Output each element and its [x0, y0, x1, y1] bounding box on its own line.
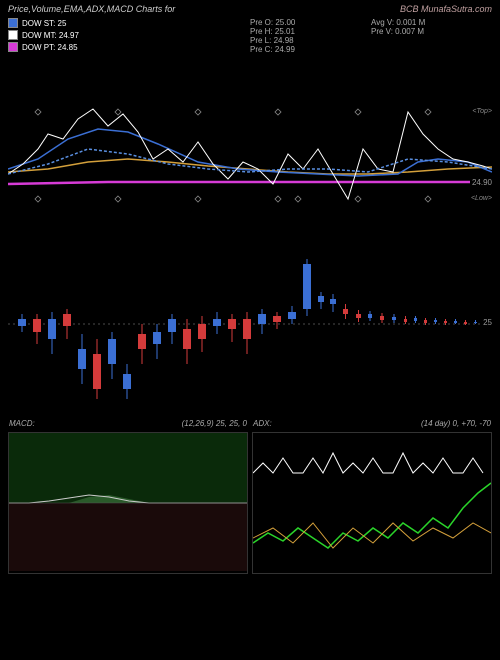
legend-swatch — [8, 42, 18, 52]
price-ema-chart: 24.90 <Top> <Low> — [8, 54, 492, 214]
legend-swatch — [8, 18, 18, 28]
stat: Avg V: 0.001 M — [371, 18, 492, 27]
chart-header: Price,Volume,EMA,ADX,MACD Charts for BCB… — [0, 0, 500, 18]
candle-axis-label: 25 — [481, 318, 494, 327]
macd-label: MACD: — [9, 419, 35, 428]
macd-params: (12,26,9) 25, 25, 0 — [182, 419, 247, 428]
info-row: DOW ST: 25 DOW MT: 24.97 DOW PT: 24.85 Pre… — [0, 18, 500, 54]
candlestick-chart: 25 — [8, 224, 492, 424]
stats-col1: Pre O: 25.00Pre H: 25.01Pre L: 24.98Pre … — [250, 18, 371, 54]
legend-swatch — [8, 30, 18, 40]
adx-chart: ADX: (14 day) 0, +70, -70 — [252, 432, 492, 574]
legend-label: DOW MT: 24.97 — [22, 31, 79, 40]
macd-chart: MACD: (12,26,9) 25, 25, 0 — [8, 432, 248, 574]
legend-item: DOW PT: 24.85 — [8, 42, 250, 52]
legend-label: DOW ST: 25 — [22, 19, 66, 28]
stats: Pre O: 25.00Pre H: 25.01Pre L: 24.98Pre … — [250, 18, 492, 54]
legend: DOW ST: 25 DOW MT: 24.97 DOW PT: 24.85 — [8, 18, 250, 54]
stat: Pre H: 25.01 — [250, 27, 371, 36]
stat: Pre L: 24.98 — [250, 36, 371, 45]
price-axis-label: 24.90 — [470, 178, 494, 187]
title-left: Price,Volume,EMA,ADX,MACD Charts for — [8, 4, 175, 14]
stat: Pre O: 25.00 — [250, 18, 371, 27]
side-top: <Top> — [472, 108, 492, 115]
side-bot: <Low> — [471, 195, 492, 202]
stats-col2: Avg V: 0.001 MPre V: 0.007 M — [371, 18, 492, 54]
legend-item: DOW MT: 24.97 — [8, 30, 250, 40]
title-right: BCB MunafaSutra.com — [400, 4, 492, 14]
adx-params: (14 day) 0, +70, -70 — [421, 419, 491, 428]
legend-item: DOW ST: 25 — [8, 18, 250, 28]
indicators-row: MACD: (12,26,9) 25, 25, 0 ADX: (14 day) … — [8, 432, 492, 574]
stat: Pre C: 24.99 — [250, 45, 371, 54]
stat: Pre V: 0.007 M — [371, 27, 492, 36]
legend-label: DOW PT: 24.85 — [22, 43, 78, 52]
adx-label: ADX: — [253, 419, 272, 428]
